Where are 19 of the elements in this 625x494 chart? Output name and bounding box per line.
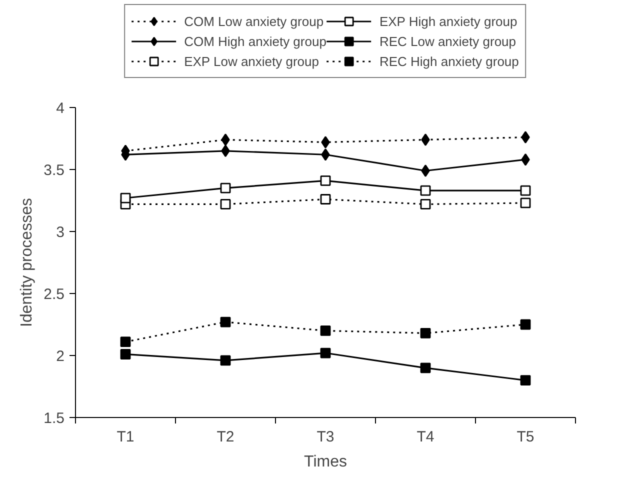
x-tick-label: T4 [416,428,434,446]
y-tick-label: 4 [56,100,64,117]
x-tick-label: T3 [316,428,334,446]
x-tick-label: T1 [116,428,134,446]
y-tick-label: 3.5 [44,162,65,179]
y-tick-label: 3 [56,224,64,241]
legend-label: EXP Low anxiety group [184,54,319,68]
legend-label: COM High anxiety group [184,34,326,48]
legend-label: REC Low anxiety group [379,34,516,48]
legend-label: REC High anxiety group [379,54,519,68]
x-tick-label: T5 [516,428,534,446]
y-tick-label: 2 [56,348,64,365]
x-axis-title: Times [304,454,347,470]
legend-label: EXP High anxiety group [379,14,518,28]
y-axis-title: Identity processes [18,198,36,327]
y-tick-label: 2.5 [44,286,65,303]
x-tick-label: T2 [216,428,234,446]
y-tick-label: 1.5 [44,410,65,427]
legend-label: COM Low anxiety group [184,14,324,28]
